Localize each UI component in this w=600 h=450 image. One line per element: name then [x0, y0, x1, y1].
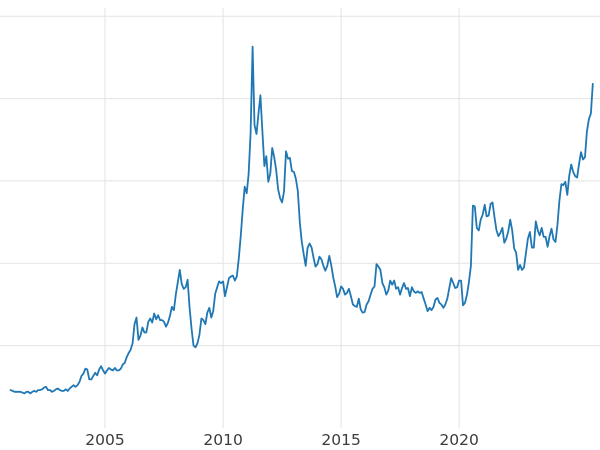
x-tick-label: 2020	[439, 431, 478, 449]
price-line	[9, 45, 594, 395]
x-tick-label: 2005	[85, 431, 124, 449]
x-tick-label: 2015	[321, 431, 360, 449]
x-tick-label: 2010	[203, 431, 242, 449]
